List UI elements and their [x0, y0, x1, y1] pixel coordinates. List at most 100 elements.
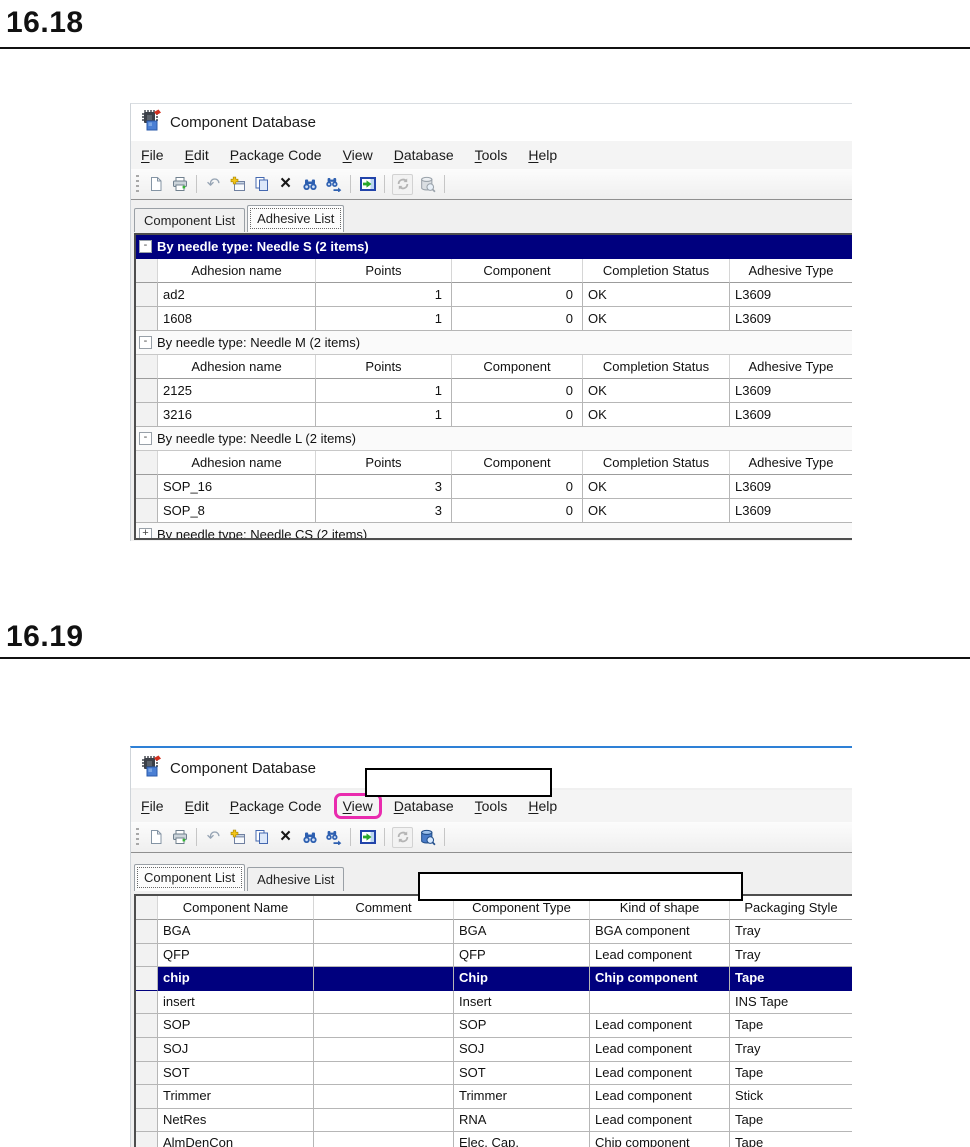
database-view-icon[interactable]: [418, 175, 437, 194]
menu-file[interactable]: File: [141, 798, 164, 814]
tab-component-list[interactable]: Component List: [134, 864, 246, 891]
menu-package-code[interactable]: Package Code: [229, 147, 322, 163]
expand-icon[interactable]: +: [139, 528, 152, 538]
column-header[interactable]: Completion Status: [583, 259, 730, 283]
column-header[interactable]: Points: [316, 259, 452, 283]
cell: L3609: [730, 403, 852, 427]
new-item-icon[interactable]: [228, 828, 247, 847]
new-item-icon[interactable]: [228, 175, 247, 194]
column-header[interactable]: Points: [316, 355, 452, 379]
column-header[interactable]: Component Name: [158, 896, 314, 920]
group-header-needle-m[interactable]: - By needle type: Needle M (2 items): [136, 331, 852, 355]
cell: [314, 990, 454, 1015]
cell: [314, 1014, 454, 1038]
copy-icon[interactable]: [252, 828, 271, 847]
collapse-icon[interactable]: -: [139, 432, 152, 445]
group-header-needle-l[interactable]: - By needle type: Needle L (2 items): [136, 427, 852, 451]
cell: Lead component: [590, 943, 730, 968]
menu-file[interactable]: File: [141, 147, 164, 163]
new-document-icon[interactable]: [146, 175, 165, 194]
column-header[interactable]: Component: [452, 259, 583, 283]
print-icon[interactable]: [170, 175, 189, 194]
tab-strip: Component List Adhesive List: [134, 205, 346, 232]
column-header[interactable]: Adhesion name: [158, 355, 316, 379]
cell: Tape: [730, 1132, 852, 1147]
column-header[interactable]: Adhesion name: [158, 451, 316, 475]
menu-help[interactable]: Help: [528, 147, 558, 163]
group-header-needle-cs[interactable]: + By needle type: Needle CS (2 items): [136, 523, 852, 538]
menu-edit[interactable]: Edit: [184, 147, 209, 163]
cell: SOP_16: [158, 475, 316, 499]
tab-adhesive-list[interactable]: Adhesive List: [247, 867, 345, 891]
cell: NetRes: [158, 1108, 314, 1133]
row-gutter: [136, 1014, 158, 1038]
tab-strip: Component List Adhesive List: [134, 864, 346, 891]
menu-view-highlighted[interactable]: View: [333, 793, 382, 819]
find-next-icon[interactable]: [324, 175, 343, 194]
column-header[interactable]: Adhesive Type: [730, 355, 852, 379]
find-next-icon[interactable]: [324, 828, 343, 847]
group-header-needle-s[interactable]: - By needle type: Needle S (2 items): [136, 235, 852, 259]
delete-icon[interactable]: ×: [279, 826, 292, 847]
undo-icon[interactable]: ↶: [206, 175, 221, 193]
cell: OK: [583, 499, 730, 523]
cell: Lead component: [590, 1061, 730, 1086]
cell: L3609: [730, 283, 852, 307]
refresh-icon[interactable]: [392, 826, 413, 848]
menu-help[interactable]: Help: [528, 798, 558, 814]
cell: SOT: [454, 1061, 590, 1086]
collapse-icon[interactable]: -: [139, 240, 152, 253]
find-icon[interactable]: [300, 175, 319, 194]
menu-database[interactable]: Database: [393, 147, 454, 163]
new-document-icon[interactable]: [146, 828, 165, 847]
column-header[interactable]: Packaging Style: [730, 896, 852, 920]
column-header[interactable]: Completion Status: [583, 451, 730, 475]
import-icon[interactable]: [358, 828, 377, 847]
menu-tools[interactable]: Tools: [474, 147, 508, 163]
undo-icon[interactable]: ↶: [206, 828, 221, 846]
column-header[interactable]: Comment: [314, 896, 454, 920]
find-icon[interactable]: [300, 828, 319, 847]
refresh-icon[interactable]: [392, 173, 413, 195]
copy-icon[interactable]: [252, 175, 271, 194]
tab-component-list[interactable]: Component List: [134, 208, 246, 232]
cell: Tape: [730, 1014, 852, 1038]
column-header[interactable]: Completion Status: [583, 355, 730, 379]
cell: chip: [158, 967, 314, 991]
row-gutter: [136, 499, 158, 523]
cell: 1608: [158, 307, 316, 331]
menu-database[interactable]: Database: [393, 798, 454, 814]
toolbar-grip[interactable]: [136, 828, 139, 846]
import-icon[interactable]: [358, 175, 377, 194]
toolbar-grip[interactable]: [136, 175, 139, 193]
menu-view[interactable]: View: [342, 147, 373, 163]
cell: L3609: [730, 307, 852, 331]
column-header[interactable]: Adhesive Type: [730, 259, 852, 283]
column-header[interactable]: Points: [316, 451, 452, 475]
menu-edit[interactable]: Edit: [184, 798, 209, 814]
column-header[interactable]: Adhesion name: [158, 259, 316, 283]
column-header[interactable]: Component: [452, 451, 583, 475]
component-database-window-1: Component Database File Edit Package Cod…: [130, 103, 852, 541]
print-icon[interactable]: [170, 828, 189, 847]
cell: [314, 1085, 454, 1109]
toolbar-separator: [444, 828, 445, 846]
column-header[interactable]: Adhesive Type: [730, 451, 852, 475]
window-title: Component Database: [170, 114, 316, 131]
delete-icon[interactable]: ×: [279, 173, 292, 194]
cell: Trimmer: [158, 1085, 314, 1109]
cell: 3: [316, 475, 452, 499]
database-view-icon[interactable]: [418, 828, 437, 847]
menu-tools[interactable]: Tools: [474, 798, 508, 814]
row-gutter: [136, 379, 158, 403]
cell: SOP: [454, 1014, 590, 1038]
title-bar: Component Database: [131, 104, 852, 141]
cell: Lead component: [590, 1014, 730, 1038]
column-header[interactable]: Component: [452, 355, 583, 379]
menu-package-code[interactable]: Package Code: [229, 798, 322, 814]
row-gutter: [136, 990, 158, 1015]
collapse-icon[interactable]: -: [139, 336, 152, 349]
tab-adhesive-list[interactable]: Adhesive List: [247, 205, 345, 232]
row-gutter: [136, 475, 158, 499]
toolbar: ↶ ×: [131, 169, 852, 200]
